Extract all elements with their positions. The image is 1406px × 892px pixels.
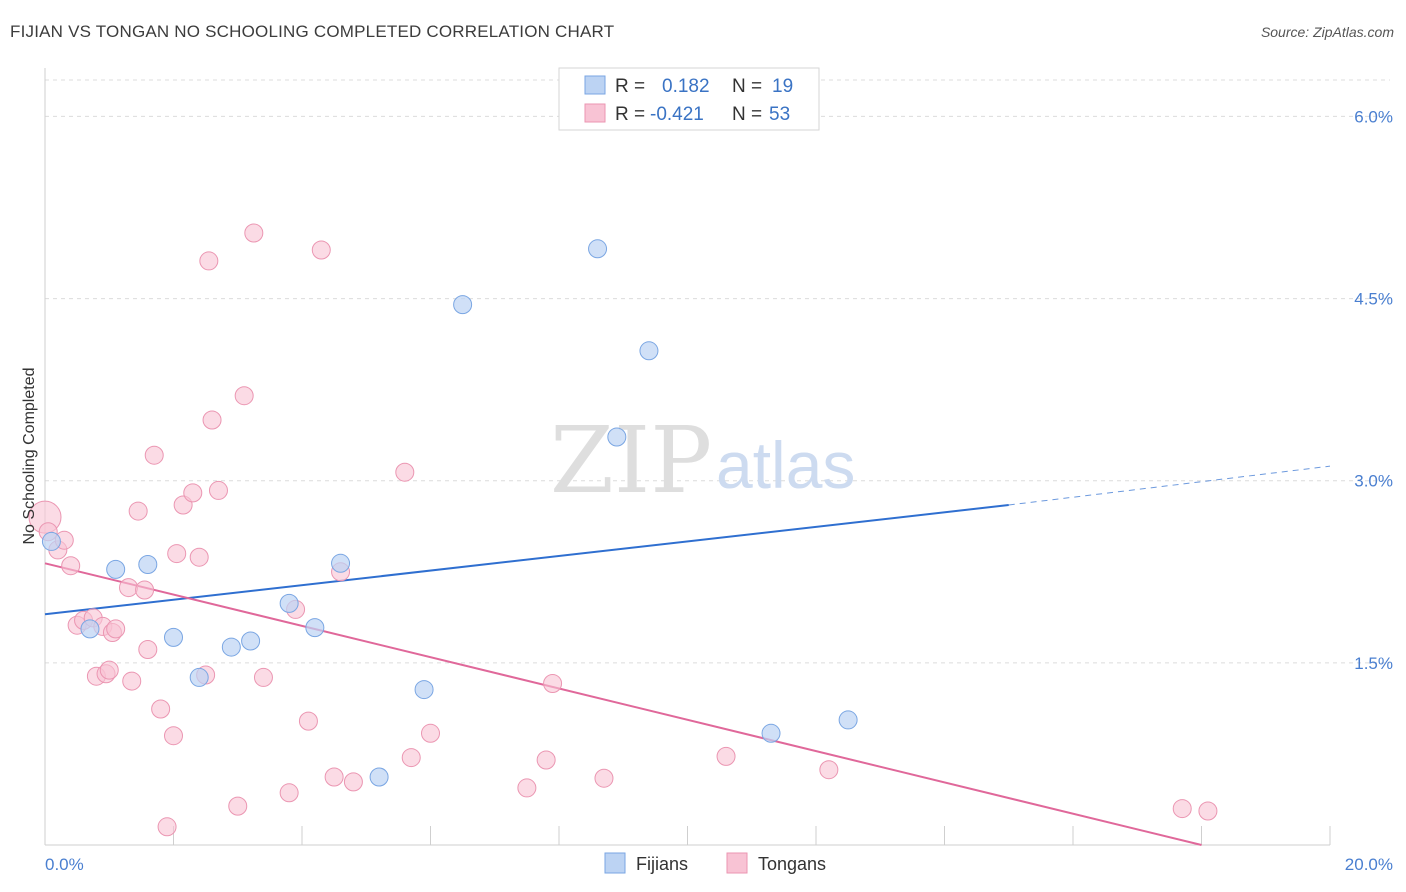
fijian-r-label: R = — [615, 76, 645, 97]
x-tick-label: 0.0% — [45, 855, 84, 874]
tongan-point — [543, 674, 563, 693]
tongan-point — [208, 480, 228, 500]
tongan-trend-line — [44, 562, 1202, 846]
watermark-zip: ZIP — [550, 407, 712, 514]
fijian-point — [369, 767, 389, 787]
fijian-point — [305, 618, 325, 638]
tongan-point — [138, 640, 158, 659]
tongan-point — [164, 726, 183, 746]
tongan-point — [61, 556, 81, 576]
fijian-point — [164, 627, 183, 647]
fijian-point — [221, 637, 241, 657]
tongan-point — [395, 462, 415, 482]
legend-fijians-swatch — [604, 852, 626, 874]
fijian-point — [138, 555, 158, 574]
y-tick-label: 3.0% — [1354, 472, 1393, 491]
tongan-point — [253, 667, 273, 687]
tongan-point — [189, 547, 209, 567]
fijian-point — [607, 427, 627, 447]
tongan-point — [151, 699, 171, 719]
legend-tongans-swatch — [726, 852, 748, 874]
y-tick-label: 1.5% — [1354, 654, 1393, 673]
tongan-n-value: 53 — [769, 104, 790, 125]
fijian-trend-line — [44, 504, 1009, 616]
fijian-point — [41, 531, 61, 551]
legend-tongans-label: Tongans — [758, 854, 826, 874]
y-tick-label: 6.0% — [1354, 107, 1393, 126]
tongan-point — [199, 251, 219, 271]
tongan-point — [244, 223, 264, 243]
fijian-point — [106, 559, 126, 579]
grid-lines — [45, 79, 1390, 664]
fijian-point — [189, 667, 209, 687]
tongan-point — [536, 750, 556, 770]
tongan-point — [594, 768, 614, 788]
tongan-point — [343, 772, 363, 792]
tongan-point — [228, 796, 248, 816]
fijian-n-value: 19 — [772, 76, 793, 97]
watermark-atlas: atlas — [716, 428, 855, 502]
source-label: Source: ZipAtlas.com — [1260, 24, 1394, 40]
tongan-point — [135, 580, 155, 600]
tongan-point — [167, 544, 187, 564]
fijian-n-label: N = — [732, 76, 762, 97]
fijian-point — [639, 341, 659, 361]
tongan-point — [202, 410, 222, 430]
tongan-r-label: R = — [615, 104, 645, 125]
fijian-r-value: 0.182 — [662, 76, 710, 97]
axes — [44, 68, 1331, 846]
fijian-point — [588, 239, 608, 259]
tongan-point — [234, 386, 254, 406]
fijian-trend-extension — [1008, 465, 1331, 506]
legend-fijians-label: Fijians — [636, 854, 688, 874]
fijian-point — [80, 619, 100, 639]
data-points — [28, 223, 1218, 837]
y-tick-label: 4.5% — [1354, 290, 1393, 309]
tongan-r-value: -0.421 — [650, 104, 704, 125]
tongan-point — [716, 746, 736, 766]
tongan-point — [144, 445, 164, 465]
legend: Fijians Tongans — [604, 852, 826, 874]
x-tick-label: 20.0% — [1345, 855, 1393, 874]
tongan-point — [1198, 801, 1218, 821]
fijian-point — [453, 295, 473, 315]
tongan-swatch — [584, 103, 606, 123]
tongan-point — [401, 748, 421, 768]
tongan-point — [517, 778, 537, 798]
tick-labels: 1.5% 3.0% 4.5% 6.0% 0.0% 20.0% — [45, 107, 1393, 874]
tongan-point — [819, 760, 839, 780]
tongan-point — [279, 783, 299, 803]
tongan-point — [183, 483, 203, 503]
tongan-point — [421, 723, 440, 743]
fijian-swatch — [584, 75, 606, 95]
fijian-point — [761, 723, 781, 743]
fijian-point — [331, 553, 351, 573]
y-axis-title: No Schooling Completed — [21, 368, 38, 545]
tongan-point — [1172, 799, 1192, 819]
tongan-point — [157, 817, 177, 837]
tongan-point — [99, 660, 119, 680]
stats-box: R = 0.182 N = 19 R = -0.421 N = 53 — [558, 67, 820, 131]
fijian-point — [241, 631, 261, 651]
tongan-point — [128, 501, 148, 521]
fijian-point — [414, 680, 434, 700]
fijian-point — [838, 710, 858, 730]
tongan-point — [298, 711, 318, 731]
tongan-point — [311, 240, 331, 260]
tongan-point — [122, 671, 142, 691]
tongan-point — [119, 578, 139, 598]
tongan-n-label: N = — [732, 104, 762, 125]
tongan-point — [324, 767, 344, 787]
chart-title: FIJIAN VS TONGAN NO SCHOOLING COMPLETED … — [10, 22, 615, 41]
tongan-point — [106, 619, 126, 639]
fijian-point — [279, 593, 299, 613]
trend-lines — [44, 465, 1331, 846]
